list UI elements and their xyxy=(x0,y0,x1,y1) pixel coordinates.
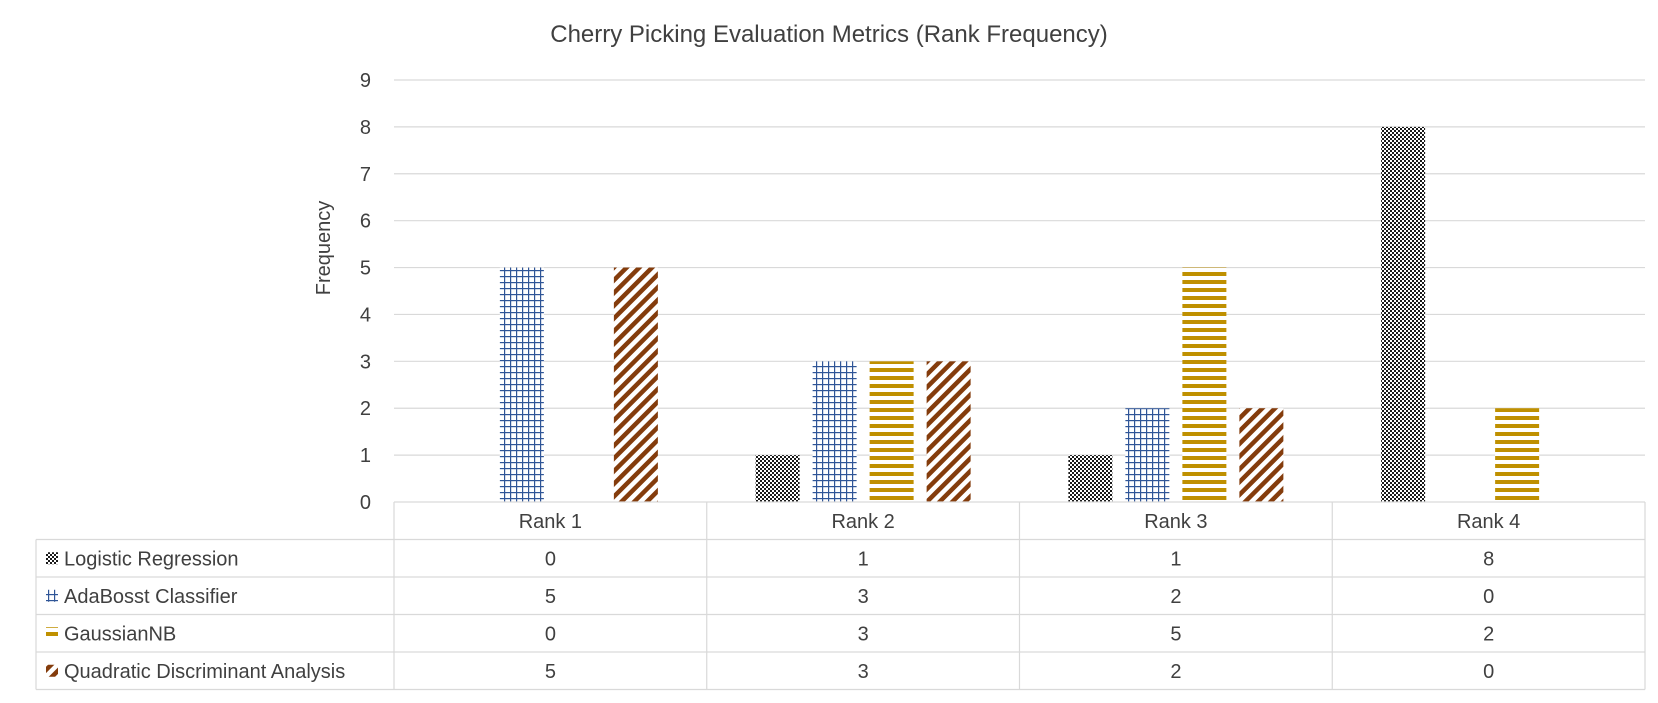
y-axis-label: Frequency xyxy=(313,201,335,296)
bar-logistic-regression-rank-4 xyxy=(1381,126,1426,502)
bar-logistic-regression-rank-3 xyxy=(1068,455,1113,502)
gridlines xyxy=(394,79,1645,456)
table-cell-value: 5 xyxy=(1170,623,1181,645)
legend-series-name: AdaBosst Classifier xyxy=(64,586,238,608)
bar-quadratic-discriminant-analysis-rank-3 xyxy=(1239,408,1284,502)
bar-gaussiannb-rank-4 xyxy=(1495,408,1540,502)
legend-key-horizontal-lines xyxy=(46,627,58,640)
y-tick-label: 6 xyxy=(360,211,371,233)
table-cell-value: 3 xyxy=(858,586,869,608)
table-cell-value: 1 xyxy=(1170,548,1181,570)
table-cell-value: 8 xyxy=(1483,548,1494,570)
y-tick-label: 3 xyxy=(360,351,371,373)
table-cell-value: 0 xyxy=(545,623,556,645)
data-table: Rank 1 Rank 2 Rank 3 Rank 4 Logistic Regress… xyxy=(35,501,1646,691)
table-cell-value: 2 xyxy=(1170,661,1181,683)
bar-quadratic-discriminant-analysis-rank-2 xyxy=(926,361,971,502)
y-tick-label: 0 xyxy=(360,492,371,514)
y-tick-label: 8 xyxy=(360,117,371,139)
bar-gaussiannb-rank-2 xyxy=(869,361,914,502)
y-tick-label: 4 xyxy=(360,304,371,326)
table-cell-value: 1 xyxy=(858,548,869,570)
table-cell-value: 3 xyxy=(858,661,869,683)
bar-adabosst-classifier-rank-1 xyxy=(499,267,544,502)
x-category-label: Rank 1 xyxy=(519,511,582,533)
y-axis-ticks: 0 1 2 3 4 5 6 7 8 9 xyxy=(360,70,371,514)
legend-key-grid xyxy=(46,589,58,602)
bars xyxy=(499,126,1540,502)
table-cell-value: 5 xyxy=(545,586,556,608)
y-tick-label: 7 xyxy=(360,164,371,186)
table-cell-value: 0 xyxy=(1483,661,1494,683)
table-cell-value: 0 xyxy=(1483,586,1494,608)
bar-adabosst-classifier-rank-2 xyxy=(812,361,857,502)
bar-logistic-regression-rank-2 xyxy=(755,455,800,502)
chart-title: Cherry Picking Evaluation Metrics (Rank … xyxy=(550,21,1108,48)
legend-series-name: Quadratic Discriminant Analysis xyxy=(64,661,345,683)
legend-series-name: Logistic Regression xyxy=(64,548,239,570)
bar-adabosst-classifier-rank-3 xyxy=(1125,408,1170,502)
x-category-label: Rank 3 xyxy=(1144,511,1207,533)
x-category-label: Rank 2 xyxy=(831,511,894,533)
bar-quadratic-discriminant-analysis-rank-1 xyxy=(613,267,658,502)
table-cell-value: 2 xyxy=(1483,623,1494,645)
legend-key-diagonal-lines xyxy=(46,664,58,677)
y-tick-label: 5 xyxy=(360,258,371,280)
y-tick-label: 9 xyxy=(360,70,371,92)
y-tick-label: 2 xyxy=(360,398,371,420)
legend-key-dots xyxy=(46,552,58,565)
y-tick-label: 1 xyxy=(360,445,371,467)
table-cell-value: 0 xyxy=(545,548,556,570)
table-cell-value: 2 xyxy=(1170,586,1181,608)
legend-series-name: GaussianNB xyxy=(64,623,176,645)
table-cell-value: 5 xyxy=(545,661,556,683)
table-cell-value: 3 xyxy=(858,623,869,645)
bar-gaussiannb-rank-3 xyxy=(1182,267,1227,502)
x-category-label: Rank 4 xyxy=(1457,511,1520,533)
